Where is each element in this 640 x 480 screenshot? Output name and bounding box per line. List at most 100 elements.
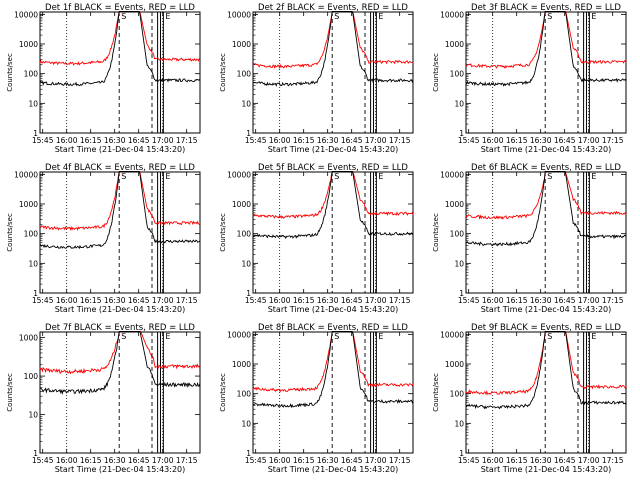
x-tick-label: 16:00	[269, 456, 291, 465]
y-tick-label: 10	[241, 99, 251, 108]
x-tick-label: 16:45	[128, 136, 150, 145]
y-tick-label: 1	[459, 449, 464, 458]
x-tick-label: 16:15	[293, 456, 315, 465]
x-tick-label: 17:15	[176, 456, 198, 465]
series-line-lld	[39, 11, 201, 66]
y-tick-label: 1000	[445, 200, 464, 209]
x-tick-label: 16:30	[104, 456, 126, 465]
x-tick-label: 16:00	[482, 136, 504, 145]
series-line-lld	[252, 171, 414, 219]
x-tick-label: 17:15	[176, 296, 198, 305]
x-tick-label: 17:00	[365, 136, 387, 145]
chart-title: Det 7f BLACK = Events, RED = LLD	[45, 323, 195, 333]
x-tick-label: 17:15	[389, 296, 411, 305]
chart-title: Det 9f BLACK = Events, RED = LLD	[471, 323, 621, 333]
x-tick-label: 15:45	[245, 456, 267, 465]
y-tick-label: 1000	[19, 40, 38, 49]
plot-frame	[465, 331, 627, 454]
y-tick-label: 1000	[19, 334, 38, 343]
y-tick-label: 10000	[227, 330, 251, 339]
y-tick-label: 10	[241, 259, 251, 268]
marker-label-s: S	[121, 172, 126, 181]
plot-frame	[252, 11, 414, 134]
x-tick-label: 15:45	[458, 456, 480, 465]
series-line-events	[465, 11, 627, 87]
x-tick-label: 16:15	[506, 136, 528, 145]
marker-label-e: E	[165, 172, 170, 181]
marker-label-e: E	[591, 12, 596, 21]
x-tick-label: 17:00	[152, 136, 174, 145]
y-tick-label: 10000	[440, 170, 464, 179]
y-tick-label: 1000	[19, 200, 38, 209]
marker-label-e: E	[378, 172, 383, 181]
y-axis-label: Counts/sec	[432, 213, 440, 252]
y-tick-label: 10	[28, 99, 38, 108]
x-tick-label: 16:15	[293, 296, 315, 305]
marker-label-s: S	[547, 332, 552, 341]
series-line-lld	[39, 171, 201, 232]
y-axis-label: Counts/sec	[6, 213, 14, 252]
y-tick-label: 100	[450, 70, 465, 79]
x-tick-label: 16:45	[341, 456, 363, 465]
marker-label-e: E	[165, 332, 170, 341]
x-tick-label: 17:15	[389, 456, 411, 465]
marker-label-s: S	[334, 332, 339, 341]
plot-frame	[39, 11, 201, 134]
x-tick-label: 17:15	[176, 136, 198, 145]
y-tick-label: 1	[459, 129, 464, 138]
x-tick-label: 16:00	[56, 136, 78, 145]
x-axis-label: Start Time (21-Dec-04 15:43:20)	[55, 145, 186, 154]
series-line-events	[39, 331, 201, 395]
x-tick-label: 16:30	[530, 136, 552, 145]
y-tick-label: 10	[28, 411, 38, 420]
plot-frame	[252, 331, 414, 454]
series-line-lld	[252, 331, 414, 393]
y-axis-label: Counts/sec	[432, 53, 440, 92]
x-tick-label: 17:00	[578, 296, 600, 305]
x-axis-label: Start Time (21-Dec-04 15:43:20)	[481, 465, 612, 474]
x-tick-label: 16:00	[482, 456, 504, 465]
y-tick-label: 1	[246, 289, 251, 298]
plot-frame	[252, 171, 414, 294]
x-tick-label: 17:00	[578, 136, 600, 145]
x-tick-label: 16:00	[269, 136, 291, 145]
plot-frame	[465, 171, 627, 294]
series-line-events	[252, 331, 414, 409]
marker-label-e: E	[591, 332, 596, 341]
x-tick-label: 16:30	[317, 456, 339, 465]
series-line-lld	[465, 171, 626, 220]
y-tick-label: 10000	[227, 170, 251, 179]
x-tick-label: 17:15	[602, 296, 624, 305]
y-axis-label: Counts/sec	[6, 53, 14, 92]
series-line-events	[39, 11, 201, 87]
plot-frame	[465, 11, 627, 134]
marker-label-s: S	[334, 12, 339, 21]
x-tick-label: 16:45	[554, 136, 576, 145]
x-tick-label: 16:15	[506, 456, 528, 465]
y-tick-label: 100	[450, 390, 465, 399]
x-tick-label: 17:15	[389, 136, 411, 145]
x-tick-label: 16:45	[128, 456, 150, 465]
plot-frame	[39, 171, 201, 294]
x-axis-label: Start Time (21-Dec-04 15:43:20)	[481, 305, 612, 314]
x-tick-label: 17:00	[152, 296, 174, 305]
x-tick-label: 16:00	[269, 296, 291, 305]
y-tick-label: 10000	[227, 10, 251, 19]
chart-title: Det 5f BLACK = Events, RED = LLD	[258, 163, 408, 173]
y-tick-label: 10	[28, 259, 38, 268]
x-tick-label: 15:45	[458, 296, 480, 305]
series-line-events	[39, 171, 201, 250]
series-line-events	[465, 331, 627, 410]
x-tick-label: 16:45	[554, 296, 576, 305]
marker-label-s: S	[547, 12, 552, 21]
y-tick-label: 100	[237, 390, 252, 399]
series-line-events	[465, 171, 627, 247]
x-tick-label: 16:15	[80, 296, 102, 305]
y-axis-label: Counts/sec	[6, 373, 14, 412]
x-tick-label: 16:30	[530, 456, 552, 465]
